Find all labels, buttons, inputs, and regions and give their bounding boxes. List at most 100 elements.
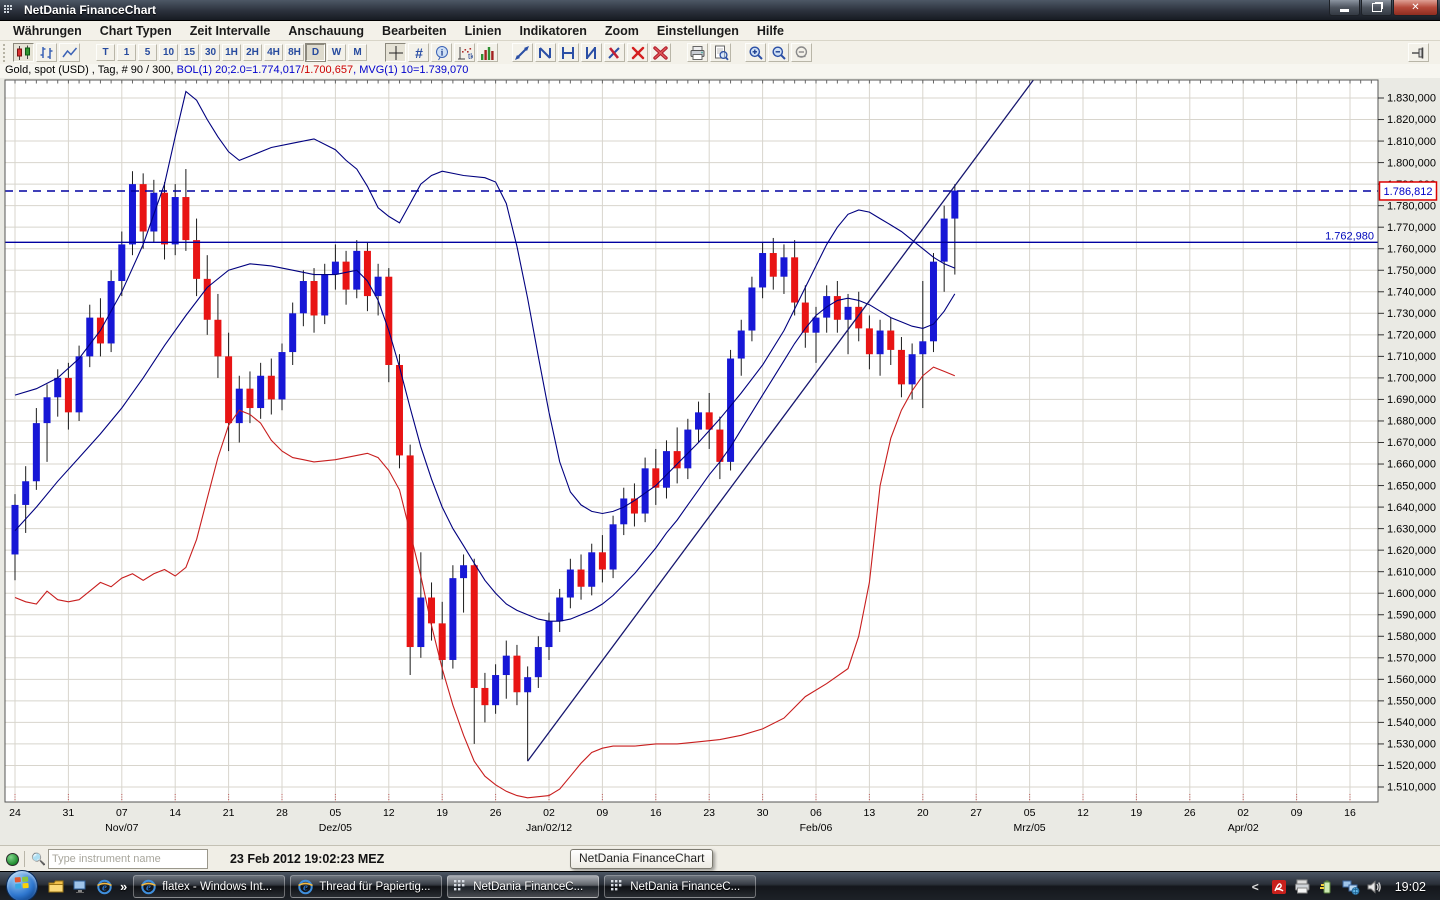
current-price-label: 1.786,812 — [1384, 186, 1433, 198]
menu-einstellungen[interactable]: Einstellungen — [656, 23, 739, 38]
y-axis-label: 1.750,000 — [1387, 265, 1436, 277]
print-preview-button[interactable] — [710, 43, 731, 62]
svg-text:#: # — [415, 45, 423, 61]
acrobat-tray-icon[interactable] — [1270, 878, 1288, 896]
menu-chart-typen[interactable]: Chart Typen — [99, 23, 172, 38]
y-axis-label: 1.810,000 — [1387, 136, 1436, 148]
y-axis-label: 1.650,000 — [1387, 480, 1436, 492]
linechart-icon — [61, 45, 78, 61]
x-axis-week-label: 12 — [1077, 807, 1089, 819]
bar-chart-button[interactable] — [36, 43, 57, 62]
line-chart-button[interactable] — [59, 43, 80, 62]
price-chart[interactable]: 1.762,980 24 31 07 14 21 28 05 12 19 26 02 09 16 23 30 0… — [0, 78, 1440, 845]
minimize-button[interactable] — [1329, 0, 1360, 16]
vline-tool-button[interactable] — [581, 43, 602, 62]
start-button[interactable] — [6, 869, 38, 900]
tray-icons — [1267, 878, 1387, 896]
interval-8h-button[interactable]: 8H — [285, 44, 304, 61]
search-icon: 🔍 — [31, 852, 46, 866]
y-axis-label: 1.710,000 — [1387, 351, 1436, 363]
interval-10-button[interactable]: 10 — [159, 44, 178, 61]
interval-1h-button[interactable]: 1H — [222, 44, 241, 61]
grid-button[interactable]: # — [408, 43, 429, 62]
interval-2h-button[interactable]: 2H — [243, 44, 262, 61]
x-axis-month-label: Nov/07 — [105, 822, 138, 834]
volume-button[interactable] — [477, 43, 498, 62]
quick-launch: e — [44, 877, 116, 897]
interval-1-button[interactable]: 1 — [117, 44, 136, 61]
system-tray: < 19:02 — [1252, 878, 1440, 896]
restore-icon — [1371, 3, 1382, 12]
taskbar-button-3[interactable]: NetDania FinanceC... — [604, 875, 757, 898]
trendline-tool-button[interactable] — [512, 43, 533, 62]
price-ticks-button[interactable]: tk — [454, 43, 475, 62]
printer-tray-icon[interactable] — [1294, 878, 1312, 896]
interval-m-button[interactable]: M — [348, 44, 367, 61]
menu-anschauung[interactable]: Anschauung — [288, 23, 365, 38]
menu-indikatoren[interactable]: Indikatoren — [519, 23, 587, 38]
folder-quicklaunch[interactable] — [46, 877, 66, 897]
info-icon: i — [435, 45, 449, 61]
delete-all-button[interactable] — [650, 43, 671, 62]
info-button[interactable]: i — [431, 43, 452, 62]
print-icon — [689, 45, 706, 61]
volume-tray-icon[interactable] — [1366, 878, 1384, 896]
x-axis-month-label: Apr/02 — [1228, 822, 1259, 834]
menu-hilfe[interactable]: Hilfe — [756, 23, 784, 38]
zoom-reset-button[interactable] — [791, 43, 812, 62]
interval-15-button[interactable]: 15 — [180, 44, 199, 61]
info-segment-0: Gold, spot (USD) , Tag, # 90 / 300, — [5, 64, 177, 76]
interval-4h-button[interactable]: 4H — [264, 44, 283, 61]
zoom-in-button[interactable] — [745, 43, 766, 62]
menu-linien[interactable]: Linien — [464, 23, 502, 38]
toolbar-grip — [3, 43, 8, 62]
internet-explorer-quicklaunch[interactable]: e — [94, 877, 114, 897]
x-axis-week-label: 19 — [1131, 807, 1143, 819]
menu-w-hrungen[interactable]: Währungen — [13, 23, 82, 38]
volume-icon — [480, 45, 496, 61]
x-axis-week-label: 26 — [490, 807, 502, 819]
delete-line-button[interactable] — [604, 43, 625, 62]
y-axis-label: 1.660,000 — [1387, 459, 1436, 471]
task-buttons: e flatex - Windows Int... e Thread für Papi… — [133, 875, 761, 898]
instrument-search-input[interactable] — [47, 849, 208, 869]
delete-selected-button[interactable] — [627, 43, 648, 62]
y-axis-label: 1.770,000 — [1387, 222, 1436, 234]
taskbar-button-2[interactable]: NetDania FinanceC... — [447, 875, 600, 898]
svg-text:e: e — [146, 881, 151, 893]
crosshair-button[interactable] — [385, 43, 406, 62]
menu-zoom[interactable]: Zoom — [604, 23, 639, 38]
tray-chevron[interactable]: < — [1251, 879, 1259, 894]
y-axis-label: 1.740,000 — [1387, 286, 1436, 298]
menu-zeit-intervalle[interactable]: Zeit Intervalle — [189, 23, 271, 38]
y-axis-label: 1.600,000 — [1387, 588, 1436, 600]
hash-icon: # — [411, 45, 427, 61]
ie-icon: e — [96, 879, 113, 895]
close-button[interactable]: ✕ — [1393, 0, 1438, 16]
candlestick-chart-button[interactable] — [13, 43, 34, 62]
show-desktop-quicklaunch[interactable] — [70, 877, 90, 897]
quicklaunch-overflow-chevron[interactable]: » — [120, 879, 128, 894]
interval-30-button[interactable]: 30 — [201, 44, 220, 61]
info-segment-1: BOL(1) 20;2.0=1.774,017 — [176, 64, 302, 76]
zoom-out-button[interactable] — [768, 43, 789, 62]
y-axis-label: 1.510,000 — [1387, 782, 1436, 794]
interval-5-button[interactable]: 5 — [138, 44, 157, 61]
ie-icon: e — [140, 879, 157, 895]
channel-tool-button[interactable] — [558, 43, 579, 62]
interval-d-button[interactable]: D — [306, 44, 325, 61]
power-tray-icon[interactable] — [1318, 878, 1336, 896]
print-button[interactable] — [687, 43, 708, 62]
taskbar-button-1[interactable]: e Thread für Papiertig... — [290, 875, 443, 898]
restore-button[interactable] — [1361, 0, 1392, 16]
network-tray-icon[interactable] — [1342, 878, 1360, 896]
interval-w-button[interactable]: W — [327, 44, 346, 61]
menu-bearbeiten[interactable]: Bearbeiten — [382, 23, 447, 38]
interval-t-button[interactable]: T — [96, 44, 115, 61]
y-axis-label: 1.780,000 — [1387, 200, 1436, 212]
menu-bar: Währungen Chart Typen Zeit Intervalle Ansch… — [0, 21, 1440, 41]
trendline2-tool-button[interactable] — [535, 43, 556, 62]
pin-chart-button[interactable] — [1408, 43, 1429, 62]
taskbar-button-0[interactable]: e flatex - Windows Int... — [133, 875, 286, 898]
app-icon — [4, 4, 18, 16]
